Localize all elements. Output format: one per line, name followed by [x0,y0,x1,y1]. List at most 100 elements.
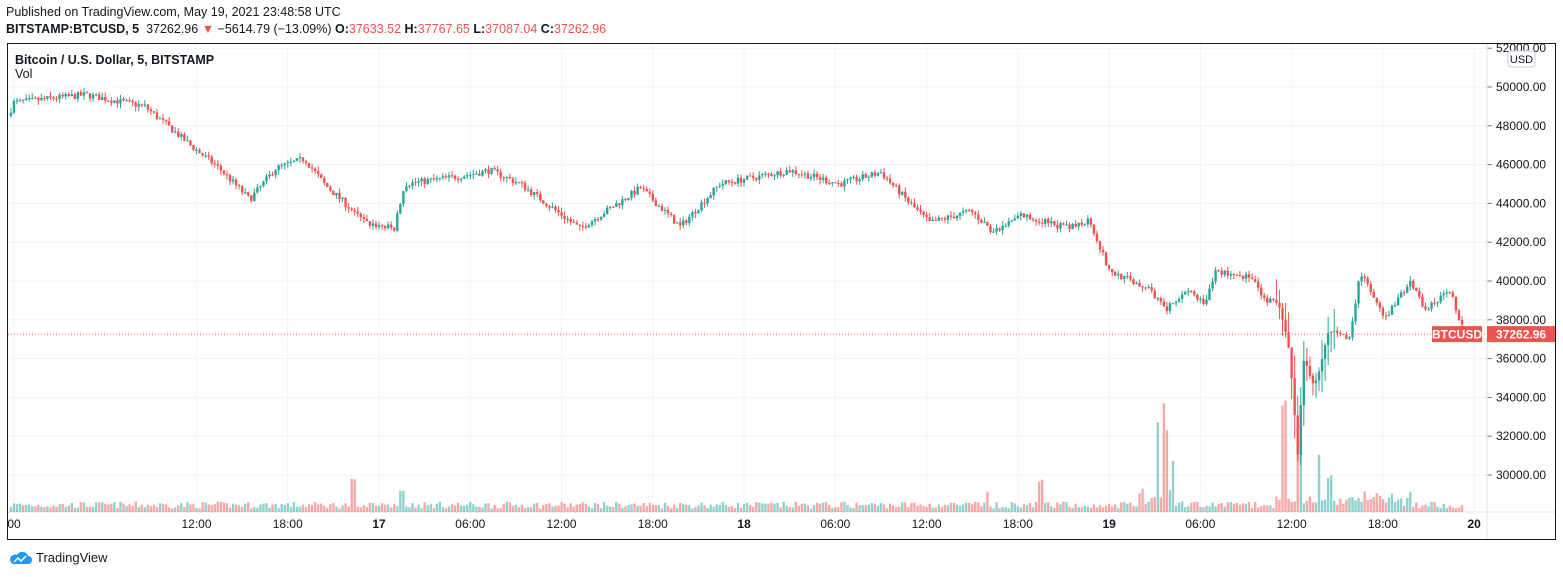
candle-body [919,209,922,212]
volume-bar [1427,506,1430,512]
candle-body [405,186,408,192]
volume-bar [718,504,721,512]
candle-body [484,169,487,171]
candle-body [1123,276,1126,280]
candle-body [274,170,277,176]
volume-bar [1168,490,1172,512]
candle-body [1214,270,1217,282]
candle-body [736,177,740,184]
volume-bar [566,507,569,512]
candle-body [177,131,180,137]
volume-bar [1381,499,1385,512]
volume-bar [1050,506,1053,512]
volume-bar [447,506,451,512]
volume-bar [137,507,140,512]
candle-body [542,200,545,204]
candle-body [1095,233,1099,242]
candle-body [393,227,396,231]
volume-bar [204,502,207,512]
volume-bar [1217,503,1220,512]
candle-body [158,118,162,120]
candle-body [456,178,460,180]
volume-bar [116,508,119,512]
volume-bar [423,502,426,512]
volume-bar [995,502,998,512]
candle-body [724,180,728,184]
volume-bar [709,504,712,512]
volume-bar [974,501,977,512]
candle-body [1424,306,1427,310]
candle-body [843,180,846,187]
candle-body [350,208,353,211]
y-tick-label: 48000.00 [1496,119,1546,133]
candle-body [800,174,804,176]
volume-bar [1290,501,1293,512]
candle-body [338,192,341,200]
candle-body [429,178,432,180]
candle-body [672,214,676,224]
candle-body [1168,303,1172,312]
volume-bar [828,504,831,512]
volume-bar [949,502,953,512]
tradingview-logo[interactable]: TradingView [8,550,108,565]
volume-bar [131,505,134,512]
candle-body [809,177,813,179]
volume-bar [70,502,73,512]
candle-body [289,161,293,163]
volume-bar [1068,506,1071,512]
candle-body [1034,219,1038,222]
volume-bar [55,506,58,512]
candle-body [411,182,414,186]
volume-bar [1123,501,1126,512]
candle-body [560,212,563,216]
down-arrow-icon: ▼ [201,22,215,36]
candle-body [937,217,940,221]
volume-bar [1454,508,1458,512]
volume-bar [438,501,442,512]
volume-bar [46,506,49,512]
candle-body [1132,279,1135,284]
chart-legend: Bitcoin / U.S. Dollar, 5, BITSTAMP Vol [15,53,214,81]
volume-bar [700,502,703,512]
candle-body [450,175,454,177]
volume-bar [12,503,16,512]
candle-body [1253,279,1257,282]
candle-body [301,157,305,162]
candle-body [691,212,694,217]
candle-body [1059,223,1062,229]
candle-body [584,226,588,228]
volume-bar [557,505,560,512]
y-tick-label: 36000.00 [1496,352,1546,366]
volume-bar [739,507,743,512]
last-price: 37262.96 [146,22,199,36]
candle-body [1445,292,1448,294]
volume-bar [1238,504,1242,512]
candle-body [1037,221,1041,223]
candle-body [180,134,183,137]
candle-body [764,173,767,175]
volume-bar [1220,503,1223,512]
volume-bar [925,507,928,512]
candle-body [1156,298,1159,300]
volume-bar [40,506,43,512]
volume-bar [937,504,940,512]
candle-body [1372,291,1375,298]
candle-body [1281,307,1284,320]
volume-bar [785,505,788,512]
volume-bar [170,508,174,512]
volume-bar [320,503,323,512]
volume-bar [1126,503,1129,512]
volume-bar [113,502,116,512]
candle-body [609,206,612,208]
candle-body [1393,305,1397,307]
volume-bar [1302,503,1306,512]
volume-bar [484,503,487,512]
volume-bar [831,508,834,512]
candle-body [174,131,177,133]
candle-body [426,179,429,184]
volume-bar [390,507,393,512]
volume-bar [809,508,813,512]
published-line: Published on TradingView.com, May 19, 20… [6,5,341,19]
volume-bar [1101,507,1105,512]
